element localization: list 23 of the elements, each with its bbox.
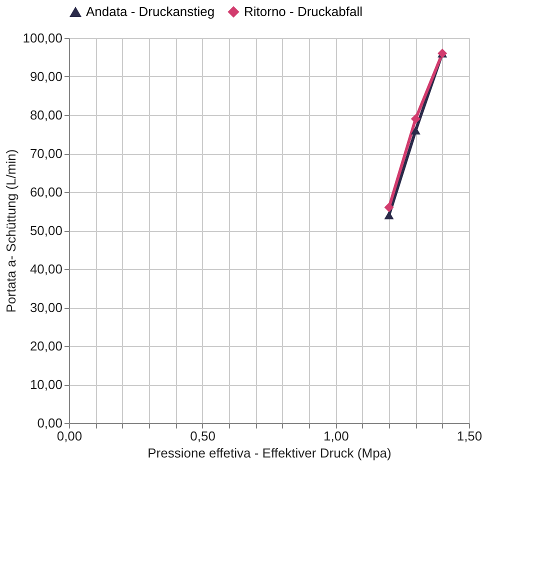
x-tick-label: 0,50 <box>190 428 216 444</box>
point <box>384 202 394 212</box>
y-tick-label: 50,00 <box>30 223 62 238</box>
y-tick-label: 40,00 <box>30 262 62 276</box>
legend-label: Ritorno - Druckabfall <box>244 4 363 19</box>
x-tick-label: 0,00 <box>56 428 82 444</box>
point <box>410 126 420 135</box>
x-tick-label: 1,50 <box>456 428 482 444</box>
y-tick-label: 30,00 <box>30 300 62 315</box>
point <box>384 210 394 220</box>
x-axis-title: Pressione effetiva - Effektiver Druck (Mpa) <box>148 446 392 460</box>
x-tick-label: 1,00 <box>324 428 349 444</box>
y-tick-label: 70,00 <box>30 146 62 161</box>
point <box>410 114 420 124</box>
y-axis-title: Portata a- Schüttung (L/min) <box>4 149 19 313</box>
y-tick-label: 0,00 <box>37 416 62 430</box>
y-tick-label: 90,00 <box>30 69 62 84</box>
y-tick-label: 60,00 <box>30 184 62 200</box>
legend-label: Andata - Druckanstieg <box>86 4 215 20</box>
y-tick-label: 100,00 <box>22 30 62 46</box>
y-tick-label: 80,00 <box>30 108 62 122</box>
y-tick-label: 10,00 <box>30 377 62 392</box>
y-tick-label: 20,00 <box>30 338 62 354</box>
